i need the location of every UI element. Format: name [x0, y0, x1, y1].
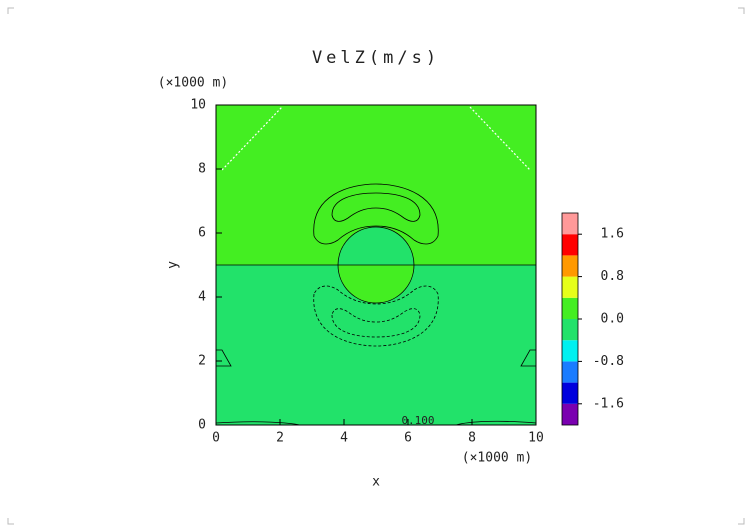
colorbar-swatch [562, 234, 578, 256]
region [313, 285, 439, 347]
plot-frame [215, 104, 537, 426]
colorbar-tick-label: -1.6 [593, 396, 624, 411]
page-corners [7, 7, 745, 525]
y-tick-label: 10 [190, 98, 206, 113]
colorbar-swatch [562, 361, 578, 383]
region [313, 183, 439, 245]
colorbar-swatch [562, 319, 578, 341]
y-tick-label: 0 [198, 418, 206, 433]
y-tick-label: 2 [198, 354, 206, 369]
region [338, 227, 414, 265]
y-tick-label: 6 [198, 226, 206, 241]
colorbar-swatch [562, 255, 578, 277]
region [331, 192, 421, 222]
y-tick-label: 4 [198, 290, 206, 305]
contour-label: 0.100 [401, 414, 434, 427]
x-tick-label: 4 [340, 431, 348, 446]
x-tick-label: 10 [528, 431, 544, 446]
y-tick-label: 8 [198, 162, 206, 177]
plot-area: 0.100 [215, 104, 537, 427]
colorbar-swatch [562, 276, 578, 298]
y-unit: (×1000 m) [158, 76, 228, 91]
x-tick-label: 8 [468, 431, 476, 446]
x-axis-label: x [372, 475, 380, 490]
colorbar-swatch [562, 382, 578, 404]
colorbar-tick-label: -0.8 [593, 354, 624, 369]
x-tick-label: 2 [276, 431, 284, 446]
colorbar-tick-label: 0.0 [601, 312, 624, 327]
colorbar-swatch [562, 403, 578, 425]
contour-line [520, 349, 536, 367]
contour-line [221, 106, 531, 171]
colorbar-swatch [562, 340, 578, 362]
colorbar-swatch [562, 213, 578, 235]
colorbar-swatch [562, 297, 578, 319]
contour-line [216, 349, 232, 367]
x-tick-label: 6 [404, 431, 412, 446]
x-tick-label: 0 [212, 431, 220, 446]
y-axis-label: y [166, 261, 181, 269]
x-unit: (×1000 m) [462, 451, 532, 466]
colorbar-tick-label: 1.6 [601, 227, 624, 242]
contour-line [215, 420, 537, 426]
colorbar-tick-label: 0.8 [601, 269, 624, 284]
region [338, 265, 414, 303]
chart-title: VelZ(m/s) [312, 48, 440, 68]
